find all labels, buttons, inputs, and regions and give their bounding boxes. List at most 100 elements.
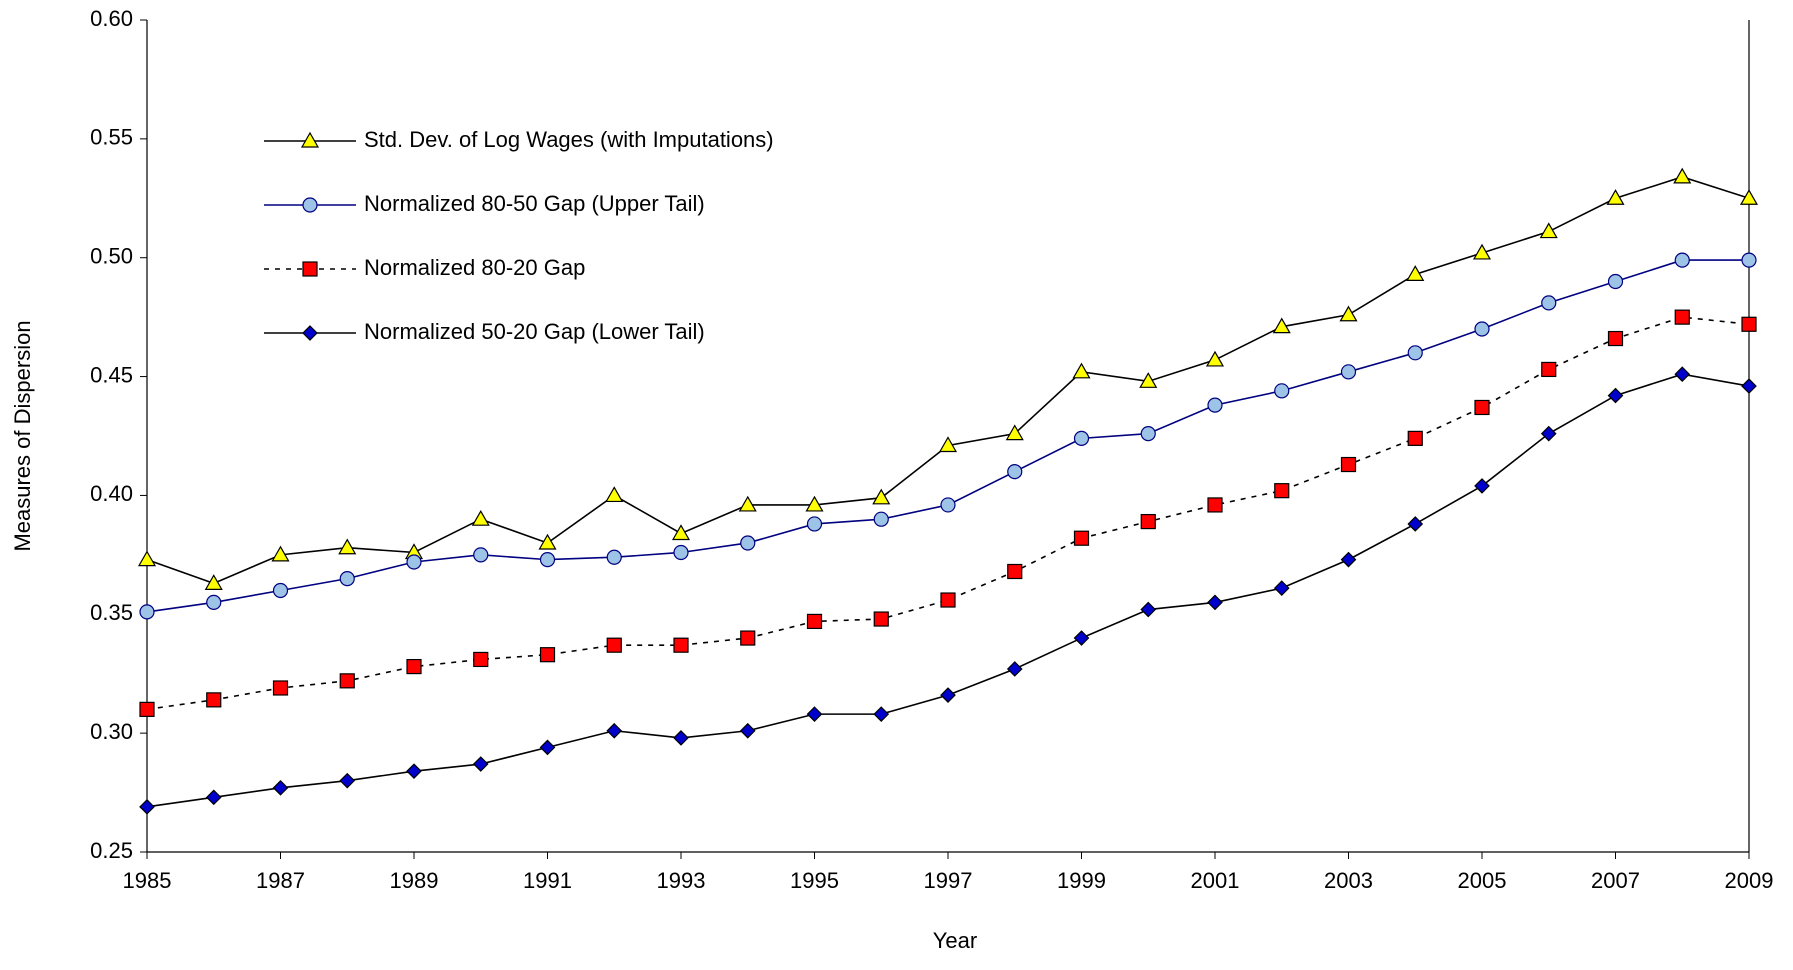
point <box>473 547 489 563</box>
point <box>1140 601 1157 618</box>
point <box>940 592 956 608</box>
point <box>1005 424 1024 441</box>
point <box>1674 366 1691 383</box>
point <box>606 637 622 653</box>
point <box>205 789 222 806</box>
point <box>272 680 289 696</box>
point <box>271 545 290 562</box>
point <box>738 495 757 512</box>
series-line <box>146 316 1750 711</box>
legend-marker <box>302 261 318 277</box>
x-tick-label: 1985 <box>123 868 172 893</box>
point <box>1007 464 1023 480</box>
point <box>1474 478 1490 494</box>
point <box>673 544 689 561</box>
point <box>1406 265 1425 281</box>
y-tick-label: 0.30 <box>90 719 133 744</box>
x-tick-label: 1999 <box>1057 868 1106 893</box>
y-tick-label: 0.40 <box>90 481 133 506</box>
point <box>1007 563 1023 580</box>
x-tick-label: 2007 <box>1591 868 1640 893</box>
point <box>673 637 689 653</box>
point <box>806 516 823 532</box>
legend-marker <box>302 197 318 213</box>
point <box>206 692 222 708</box>
point <box>1606 189 1625 205</box>
point <box>1539 222 1558 239</box>
point <box>406 658 422 675</box>
x-tick-label: 1997 <box>924 868 973 893</box>
x-tick-label: 2005 <box>1458 868 1507 893</box>
x-tick-label: 1991 <box>523 868 572 893</box>
point <box>1139 372 1158 388</box>
point <box>940 497 956 513</box>
x-tick-label: 1989 <box>390 868 439 893</box>
point <box>1407 345 1423 361</box>
point <box>1207 397 1223 413</box>
point <box>272 582 289 599</box>
point <box>1274 483 1290 499</box>
x-axis-title: Year <box>933 928 977 953</box>
point <box>1741 316 1757 332</box>
point <box>1340 551 1357 568</box>
point <box>671 524 691 541</box>
y-tick-label: 0.25 <box>90 838 133 863</box>
legend-marker <box>300 131 320 148</box>
point <box>1274 383 1290 399</box>
point <box>1541 295 1557 311</box>
point <box>204 574 223 590</box>
point <box>1674 309 1690 325</box>
point <box>472 756 489 772</box>
point <box>1541 361 1557 378</box>
point <box>339 673 355 689</box>
legend-marker <box>302 325 318 341</box>
y-tick-label: 0.45 <box>90 362 133 387</box>
point <box>1407 430 1423 446</box>
point <box>139 604 155 620</box>
point <box>673 730 689 746</box>
point <box>1140 426 1156 442</box>
point <box>1006 661 1023 677</box>
point <box>1272 317 1291 334</box>
point <box>406 554 422 570</box>
point <box>1741 378 1757 394</box>
point <box>606 722 623 739</box>
legend-label: Normalized 80-20 Gap <box>364 255 585 280</box>
point <box>1607 273 1624 290</box>
x-tick-label: 2003 <box>1324 868 1373 893</box>
point <box>539 647 556 663</box>
point <box>1205 350 1225 367</box>
y-tick-label: 0.50 <box>90 244 133 269</box>
x-tick-label: 2001 <box>1191 868 1240 893</box>
point <box>1739 189 1759 205</box>
point <box>1407 516 1424 532</box>
point <box>1073 630 1090 646</box>
point <box>739 722 756 739</box>
point <box>538 533 557 550</box>
point <box>1673 167 1692 184</box>
point <box>872 488 891 505</box>
point <box>338 538 357 555</box>
point <box>1474 321 1490 337</box>
legend-label: Std. Dev. of Log Wages (with Imputations… <box>364 127 774 152</box>
point <box>806 706 823 722</box>
series-line <box>146 176 1750 585</box>
point <box>139 798 155 815</box>
point <box>539 552 556 568</box>
point <box>471 509 490 526</box>
point <box>873 511 889 527</box>
point <box>606 549 622 565</box>
x-tick-label: 1995 <box>790 868 839 893</box>
point <box>940 687 956 703</box>
point <box>873 706 890 722</box>
y-axis-title: Measures of Dispersion <box>10 320 35 551</box>
point <box>1273 580 1290 596</box>
point <box>938 436 958 453</box>
point <box>1607 387 1624 404</box>
legend-label: Normalized 50-20 Gap (Lower Tail) <box>364 319 705 344</box>
point <box>1540 425 1557 442</box>
point <box>740 630 756 646</box>
point <box>1207 594 1223 611</box>
y-tick-label: 0.55 <box>90 125 133 150</box>
